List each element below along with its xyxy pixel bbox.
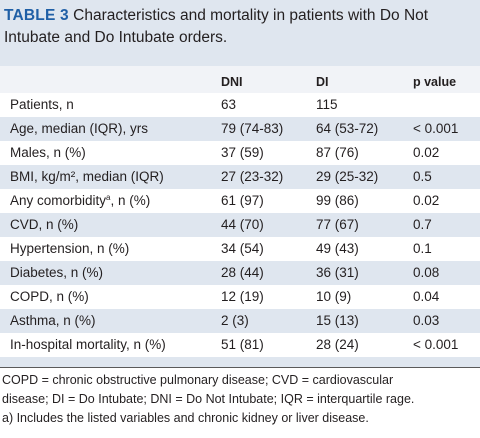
cell-p-value: 0.03 xyxy=(413,313,440,328)
cell-p-value: 0.7 xyxy=(413,217,432,232)
row-label: Diabetes, n (%) xyxy=(10,265,103,280)
cell-dni: 28 (44) xyxy=(221,265,264,280)
footnote-a: a) Includes the listed variables and chr… xyxy=(2,411,369,425)
row-label: Patients, n xyxy=(10,97,74,112)
row-label-text: Age, median (IQR), yrs xyxy=(10,121,149,136)
data-table: DNI DI p value Patients, n 63 115 Age, medi… xyxy=(0,66,480,367)
table-row: Patients, n 63 115 xyxy=(0,93,480,117)
cell-di: 64 (53-72) xyxy=(316,121,379,136)
table-header-row: DNI DI p value xyxy=(0,66,480,93)
cell-dni: 61 (97) xyxy=(221,193,264,208)
footnote-abbrev-1: COPD = chronic obstructive pulmonary dis… xyxy=(2,373,394,387)
table-row: COPD, n (%) 12 (19) 10 (9) 0.04 xyxy=(0,285,480,309)
table-number: TABLE 3 xyxy=(4,7,69,24)
caption-text: Characteristics and mortality in patient… xyxy=(4,7,429,46)
row-label-text: In-hospital mortality, n (%) xyxy=(10,337,166,352)
cell-dni: 44 (70) xyxy=(221,217,264,232)
cell-dni: 34 (54) xyxy=(221,241,264,256)
cell-di: 28 (24) xyxy=(316,337,359,352)
row-label: COPD, n (%) xyxy=(10,289,89,304)
row-label: Asthma, n (%) xyxy=(10,313,96,328)
row-label-text: Hypertension, n (%) xyxy=(10,241,130,256)
cell-di: 99 (86) xyxy=(316,193,359,208)
caption-box: TABLE 3 Characteristics and mortality in… xyxy=(0,0,480,66)
row-label: CVD, n (%) xyxy=(10,217,78,232)
cell-di: 87 (76) xyxy=(316,145,359,160)
cell-p-value: 0.1 xyxy=(413,241,432,256)
cell-di: 29 (25-32) xyxy=(316,169,379,184)
cell-p-value: 0.5 xyxy=(413,169,432,184)
table-footnotes: COPD = chronic obstructive pulmonary dis… xyxy=(0,367,480,438)
column-header-di: DI xyxy=(316,75,329,89)
row-label-suffix: , n (%) xyxy=(110,193,151,208)
cell-di: 77 (67) xyxy=(316,217,359,232)
row-label-text: BMI, kg/m², median (IQR) xyxy=(10,169,164,184)
cell-di: 15 (13) xyxy=(316,313,359,328)
row-label-text: Diabetes, n (%) xyxy=(10,265,104,280)
table-row: BMI, kg/m², median (IQR) 27 (23-32) 29 (25… xyxy=(0,165,480,189)
column-header-p-value: p value xyxy=(413,75,457,89)
column-header-dni: DNI xyxy=(221,75,243,89)
cell-dni: 51 (81) xyxy=(221,337,264,352)
row-label-text: Any comorbidity xyxy=(10,193,107,208)
cell-p-value: < 0.001 xyxy=(413,121,459,136)
cell-p-value: 0.08 xyxy=(413,265,440,280)
cell-dni: 27 (23-32) xyxy=(221,169,284,184)
cell-p-value: 0.04 xyxy=(413,289,440,304)
table-row: Any comorbiditya, n (%) 61 (97) 99 (86) 0.0… xyxy=(0,189,480,213)
footnote-marker: a xyxy=(106,193,111,202)
cell-di: 115 xyxy=(316,97,338,112)
table-caption: TABLE 3 Characteristics and mortality in… xyxy=(4,5,476,49)
cell-dni: 79 (74-83) xyxy=(221,121,284,136)
cell-p-value: 0.02 xyxy=(413,145,440,160)
cell-di: 49 (43) xyxy=(316,241,359,256)
row-label: Age, median (IQR), yrs xyxy=(10,121,148,136)
row-label: Males, n (%) xyxy=(10,145,86,160)
table-row: Diabetes, n (%) 28 (44) 36 (31) 0.08 xyxy=(0,261,480,285)
row-label-text: CVD, n (%) xyxy=(10,217,79,232)
row-label-text: Patients, n xyxy=(10,97,74,112)
cell-dni: 63 xyxy=(221,97,237,112)
cell-di: 36 (31) xyxy=(316,265,359,280)
cell-p-value: < 0.001 xyxy=(413,337,459,352)
footnote-abbrev-2: disease; DI = Do Intubate; DNI = Do Not … xyxy=(2,392,415,406)
table-row: Males, n (%) 37 (59) 87 (76) 0.02 xyxy=(0,141,480,165)
row-label-text: COPD, n (%) xyxy=(10,289,89,304)
table-row: Age, median (IQR), yrs 79 (74-83) 64 (53-7… xyxy=(0,117,480,141)
table-row: In-hospital mortality, n (%) 51 (81) 28 (2… xyxy=(0,333,480,357)
row-label: BMI, kg/m², median (IQR) xyxy=(10,169,164,184)
cell-di: 10 (9) xyxy=(316,289,352,304)
cell-dni: 2 (3) xyxy=(221,313,249,328)
cell-dni: 37 (59) xyxy=(221,145,264,160)
row-label-text: Asthma, n (%) xyxy=(10,313,96,328)
table-row: Hypertension, n (%) 34 (54) 49 (43) 0.1 xyxy=(0,237,480,261)
row-label: Hypertension, n (%) xyxy=(10,241,129,256)
cell-p-value: 0.02 xyxy=(413,193,440,208)
row-label-text: Males, n (%) xyxy=(10,145,86,160)
row-label: Any comorbiditya, n (%) xyxy=(10,193,150,208)
row-label: In-hospital mortality, n (%) xyxy=(10,337,166,352)
cell-dni: 12 (19) xyxy=(221,289,264,304)
table-row: Asthma, n (%) 2 (3) 15 (13) 0.03 xyxy=(0,309,480,333)
table-row: CVD, n (%) 44 (70) 77 (67) 0.7 xyxy=(0,213,480,237)
